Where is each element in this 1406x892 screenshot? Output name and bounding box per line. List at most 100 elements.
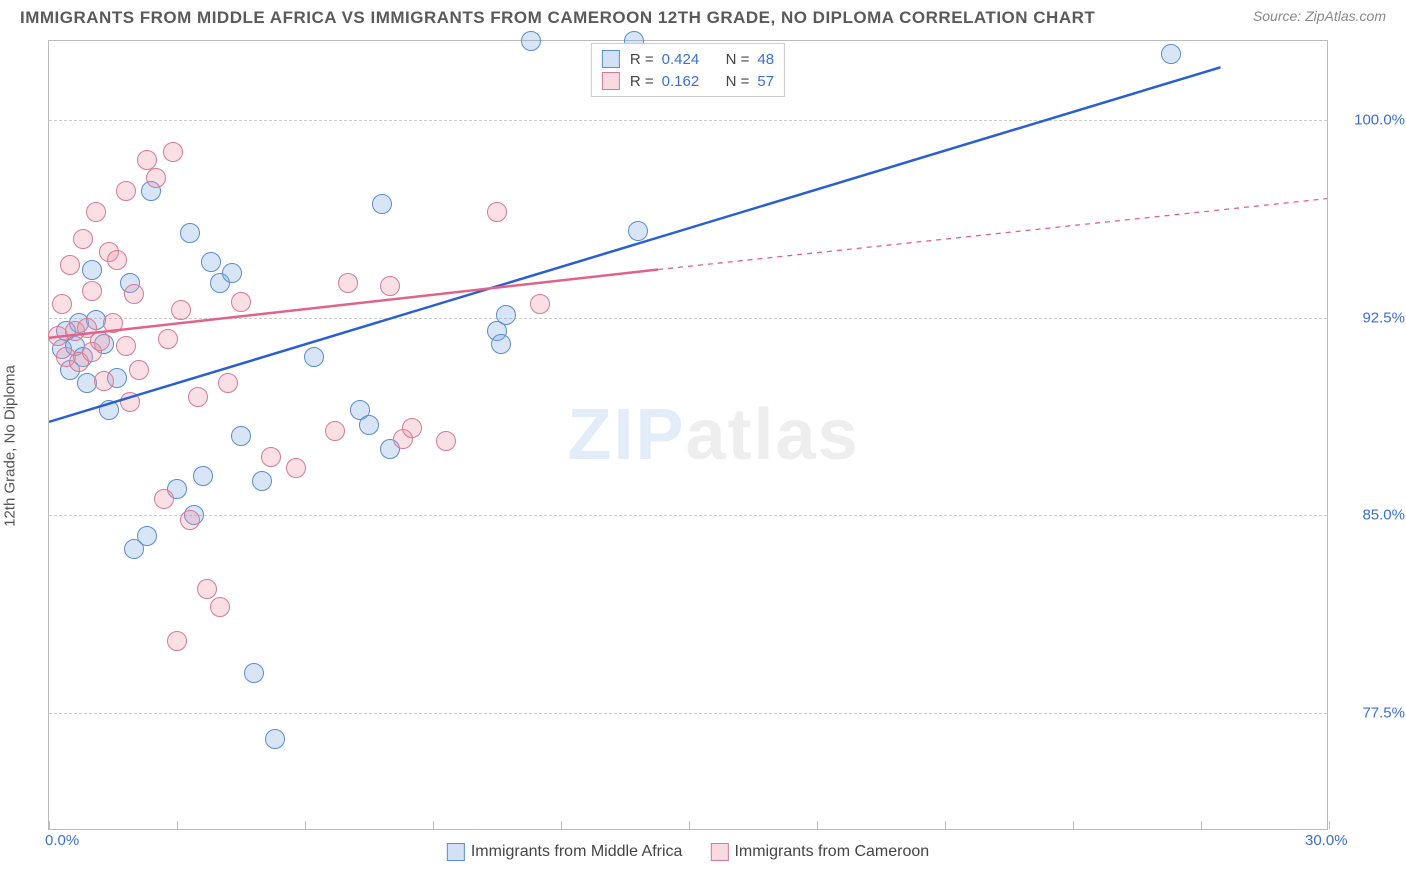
- scatter-point-pink: [107, 250, 127, 270]
- scatter-point-blue: [244, 663, 264, 683]
- gridline: [49, 713, 1327, 714]
- scatter-point-pink: [171, 300, 191, 320]
- scatter-point-pink: [338, 273, 358, 293]
- n-value-pink: 57: [757, 73, 774, 90]
- x-tick: [49, 821, 50, 829]
- scatter-point-pink: [218, 373, 238, 393]
- y-axis-title: 12th Grade, No Diploma: [2, 365, 19, 527]
- r-value-blue: 0.424: [662, 51, 708, 68]
- r-label: R =: [630, 73, 654, 90]
- legend-label: Immigrants from Cameroon: [734, 843, 929, 861]
- legend-stats: R = 0.424 N = 48 R = 0.162 N = 57: [591, 43, 785, 97]
- scatter-point-pink: [146, 168, 166, 188]
- scatter-point-pink: [163, 142, 183, 162]
- r-value-pink: 0.162: [662, 73, 708, 90]
- scatter-point-pink: [154, 489, 174, 509]
- legend-stats-row-pink: R = 0.162 N = 57: [602, 70, 774, 92]
- scatter-point-pink: [94, 371, 114, 391]
- scatter-point-blue: [222, 263, 242, 283]
- x-tick-label: 30.0%: [1305, 832, 1348, 849]
- swatch-blue-icon: [447, 843, 465, 861]
- y-tick-label: 100.0%: [1354, 112, 1405, 129]
- scatter-point-pink: [286, 458, 306, 478]
- chart-area: 77.5%85.0%92.5%100.0%0.0%30.0% ZIPatlas …: [48, 40, 1328, 830]
- n-label: N =: [726, 51, 750, 68]
- scatter-point-blue: [359, 415, 379, 435]
- x-tick: [945, 821, 946, 829]
- scatter-point-pink: [188, 387, 208, 407]
- scatter-point-pink: [137, 150, 157, 170]
- scatter-point-blue: [99, 400, 119, 420]
- x-tick: [433, 821, 434, 829]
- scatter-point-pink: [73, 229, 93, 249]
- scatter-point-pink: [120, 392, 140, 412]
- swatch-pink-icon: [602, 72, 620, 90]
- chart-title: IMMIGRANTS FROM MIDDLE AFRICA VS IMMIGRA…: [20, 8, 1095, 28]
- legend-label: Immigrants from Middle Africa: [471, 843, 683, 861]
- x-tick: [817, 821, 818, 829]
- swatch-blue-icon: [602, 50, 620, 68]
- gridline: [49, 318, 1327, 319]
- scatter-point-pink: [402, 418, 422, 438]
- scatter-point-pink: [158, 329, 178, 349]
- scatter-point-blue: [137, 526, 157, 546]
- scatter-point-pink: [231, 292, 251, 312]
- scatter-point-blue: [231, 426, 251, 446]
- x-tick: [1073, 821, 1074, 829]
- x-tick: [177, 821, 178, 829]
- scatter-point-pink: [116, 181, 136, 201]
- y-tick-label: 92.5%: [1362, 309, 1405, 326]
- scatter-point-blue: [491, 334, 511, 354]
- scatter-point-blue: [521, 31, 541, 51]
- gridline: [49, 120, 1327, 121]
- legend-stats-row-blue: R = 0.424 N = 48: [602, 48, 774, 70]
- scatter-point-blue: [252, 471, 272, 491]
- scatter-point-pink: [82, 281, 102, 301]
- scatter-point-blue: [1161, 44, 1181, 64]
- legend-item-blue: Immigrants from Middle Africa: [447, 843, 683, 861]
- scatter-point-blue: [496, 305, 516, 325]
- scatter-point-blue: [628, 221, 648, 241]
- scatter-point-pink: [60, 255, 80, 275]
- scatter-point-blue: [180, 223, 200, 243]
- n-label: N =: [726, 73, 750, 90]
- swatch-pink-icon: [710, 843, 728, 861]
- scatter-point-pink: [380, 276, 400, 296]
- scatter-point-blue: [82, 260, 102, 280]
- gridline: [49, 515, 1327, 516]
- scatter-point-pink: [86, 202, 106, 222]
- x-tick: [1201, 821, 1202, 829]
- scatter-point-pink: [197, 579, 217, 599]
- scatter-point-pink: [90, 331, 110, 351]
- scatter-point-blue: [201, 252, 221, 272]
- source-text: Source: ZipAtlas.com: [1253, 8, 1386, 24]
- r-label: R =: [630, 51, 654, 68]
- header-row: IMMIGRANTS FROM MIDDLE AFRICA VS IMMIGRA…: [0, 0, 1406, 32]
- plot-surface: 77.5%85.0%92.5%100.0%0.0%30.0%: [49, 41, 1327, 829]
- scatter-point-blue: [193, 466, 213, 486]
- scatter-point-pink: [52, 294, 72, 314]
- scatter-point-pink: [530, 294, 550, 314]
- y-tick-label: 77.5%: [1362, 704, 1405, 721]
- x-tick: [689, 821, 690, 829]
- legend-item-pink: Immigrants from Cameroon: [710, 843, 929, 861]
- n-value-blue: 48: [757, 51, 774, 68]
- scatter-point-pink: [180, 510, 200, 530]
- scatter-point-pink: [487, 202, 507, 222]
- scatter-point-pink: [261, 447, 281, 467]
- scatter-point-pink: [436, 431, 456, 451]
- x-tick-label: 0.0%: [45, 832, 79, 849]
- scatter-point-pink: [103, 313, 123, 333]
- x-tick: [305, 821, 306, 829]
- y-tick-label: 85.0%: [1362, 507, 1405, 524]
- scatter-point-blue: [372, 194, 392, 214]
- scatter-point-pink: [129, 360, 149, 380]
- x-tick: [1329, 821, 1330, 829]
- scatter-point-pink: [325, 421, 345, 441]
- scatter-point-pink: [167, 631, 187, 651]
- scatter-point-blue: [304, 347, 324, 367]
- legend-series: Immigrants from Middle Africa Immigrants…: [447, 843, 929, 861]
- scatter-point-blue: [265, 729, 285, 749]
- x-tick: [561, 821, 562, 829]
- scatter-point-pink: [210, 597, 230, 617]
